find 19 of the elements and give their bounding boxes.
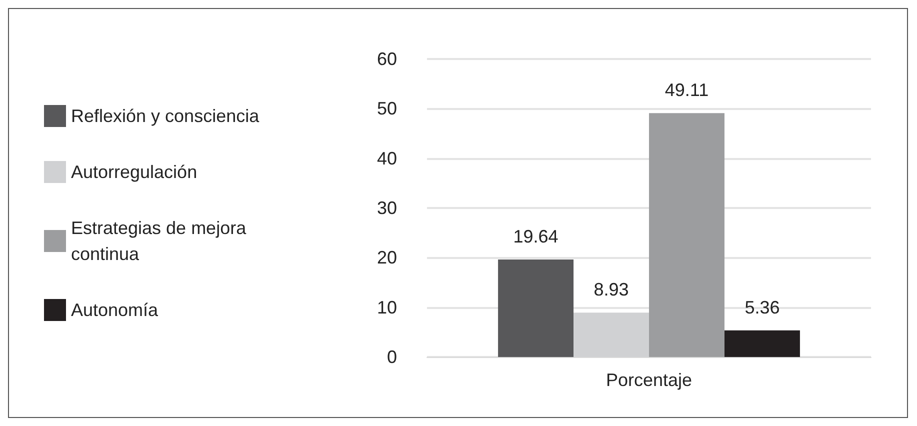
bar <box>498 259 574 357</box>
bar <box>724 330 800 357</box>
legend-label: Reflexión y consciencia <box>71 106 260 126</box>
data-label: 8.93 <box>594 280 629 300</box>
bar <box>649 113 724 357</box>
y-tick-label: 50 <box>376 98 397 119</box>
legend-label: Autorregulación <box>71 162 198 182</box>
y-tick-label: 30 <box>376 198 397 218</box>
y-tick-label: 20 <box>376 248 397 268</box>
data-label: 19.64 <box>513 226 558 246</box>
y-tick-label: 0 <box>386 347 397 367</box>
y-tick-label: 10 <box>376 297 397 318</box>
data-label: 49.11 <box>664 80 709 100</box>
data-label: 5.36 <box>744 297 780 318</box>
y-tick-label: 40 <box>376 148 397 168</box>
x-tick-label: Porcentaje <box>606 370 692 390</box>
legend-label: Autonomía <box>71 300 160 320</box>
legend-label: Estrategias de mejora continua <box>71 218 252 264</box>
y-tick-label: 60 <box>376 49 397 69</box>
